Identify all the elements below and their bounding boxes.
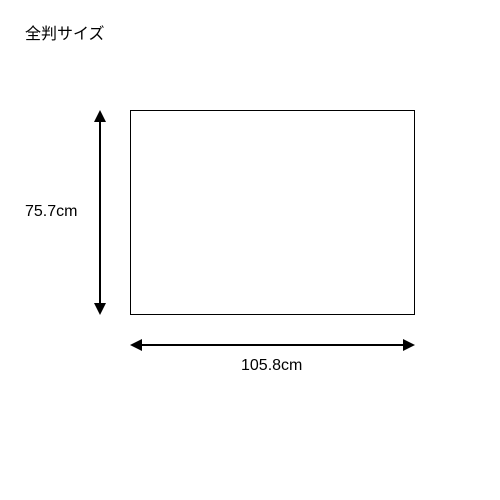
page-title: 全判サイズ xyxy=(25,20,105,44)
size-rectangle xyxy=(130,110,415,315)
height-label: 75.7cm xyxy=(25,203,77,221)
size-diagram: 75.7cm 105.8cm xyxy=(55,110,450,390)
width-label: 105.8cm xyxy=(241,357,302,375)
vertical-dimension-arrow xyxy=(90,110,110,315)
